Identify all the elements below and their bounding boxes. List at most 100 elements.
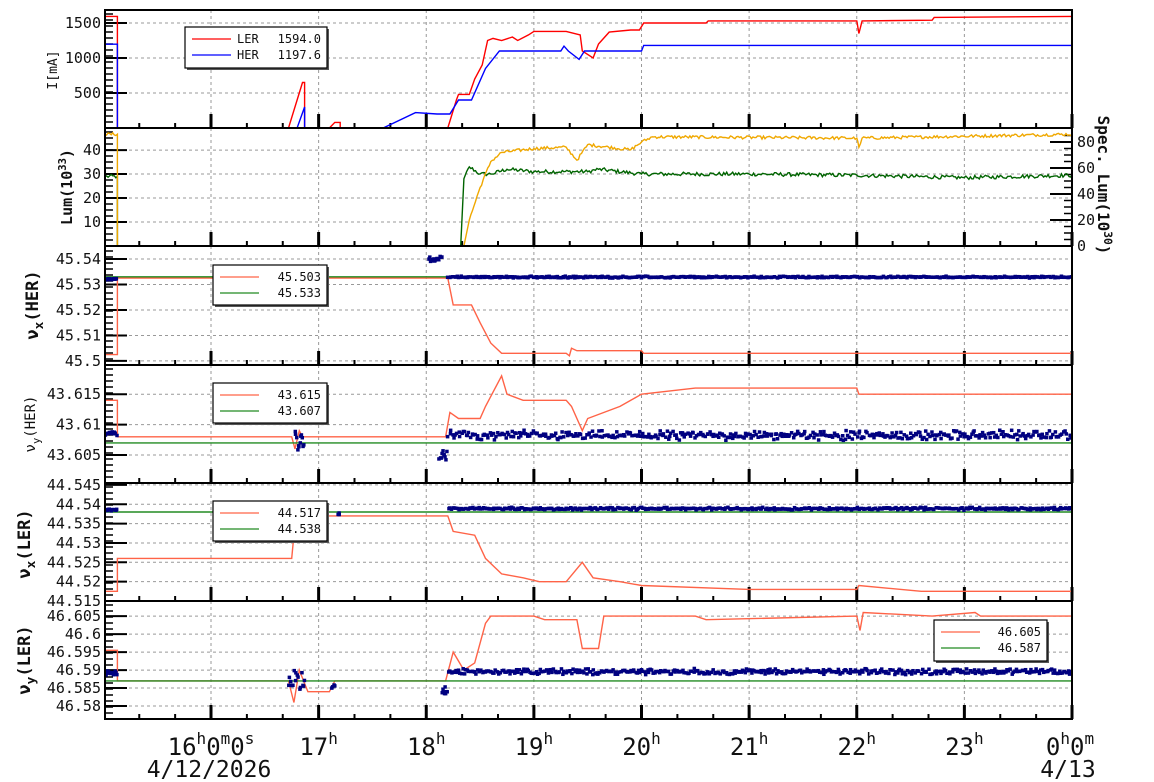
scatter-point (1043, 669, 1048, 674)
scatter-point (815, 433, 819, 437)
scatter-point (818, 430, 823, 434)
scatter-point (509, 434, 513, 439)
scatter-point (330, 685, 335, 689)
scatter-point (819, 433, 823, 437)
scatter-point (472, 507, 477, 511)
scatter-point (506, 432, 511, 437)
scatter-point (1014, 667, 1019, 672)
scatter-point (505, 430, 510, 435)
scatter-point (952, 667, 957, 672)
scatter-point (739, 507, 743, 512)
scatter-point (952, 506, 957, 511)
scatter-point (798, 275, 803, 279)
scatter-point (1010, 672, 1014, 676)
scatter-point (965, 434, 969, 439)
scatter-point (762, 434, 766, 438)
scatter-point (775, 437, 780, 441)
scatter-point (905, 436, 910, 441)
scatter-point (757, 430, 762, 434)
scatter-point (1040, 667, 1045, 672)
scatter-point (780, 434, 784, 439)
scatter-point (927, 275, 931, 279)
y-label-end: (LER) (15, 625, 35, 676)
y-label-subscript: x (32, 321, 47, 329)
scatter-point (607, 276, 612, 280)
scatter-point (440, 255, 444, 259)
scatter-point (878, 433, 883, 438)
scatter-point (630, 275, 635, 280)
scatter-point (114, 670, 118, 675)
scatter-point (105, 671, 109, 675)
scatter-point (443, 691, 448, 696)
scatter-point (970, 432, 974, 436)
scatter-point (674, 275, 679, 279)
scatter-point (454, 506, 458, 510)
scatter-point (905, 668, 910, 673)
scatter-point (110, 431, 114, 436)
scatter-point (444, 458, 448, 462)
scatter-point (942, 275, 947, 280)
scatter-point (503, 506, 507, 510)
scatter-point (541, 432, 546, 436)
scatter-point (475, 437, 479, 441)
x-tick-sup: h (436, 729, 446, 748)
scatter-point (502, 432, 507, 437)
scatter-point (805, 667, 809, 671)
scatter-point (1029, 667, 1033, 672)
panel-frame (104, 600, 1073, 720)
scatter-point (576, 434, 580, 438)
scatter-point (984, 671, 988, 675)
scatter-point (296, 448, 300, 452)
scatter-point (722, 670, 726, 675)
scatter-point (738, 275, 743, 280)
scatter-point (820, 506, 825, 511)
scatter-point (517, 430, 522, 435)
scatter-point (841, 438, 846, 443)
x-tick-label: 0h0m (1046, 729, 1094, 761)
scatter-point (896, 671, 900, 675)
scatter-point (876, 507, 880, 512)
scatter-point (537, 275, 541, 279)
scatter-point (830, 669, 835, 674)
scatter-point (554, 670, 558, 675)
scatter-point (1008, 434, 1013, 439)
scatter-point (1013, 669, 1017, 673)
scatter-point (454, 668, 458, 673)
scatter-point (617, 433, 622, 438)
scatter-point (769, 432, 774, 437)
x-tick-hour: 22 (837, 733, 866, 761)
scatter-point (958, 668, 963, 672)
scatter-point (576, 275, 581, 279)
scatter-point (856, 274, 860, 279)
scatter-point (871, 669, 875, 673)
x-date-label: 4/12/2026 (147, 757, 272, 782)
scatter-point (656, 275, 661, 280)
scatter-point (1022, 434, 1027, 438)
scatter-point (568, 669, 572, 673)
scatter-point (886, 506, 890, 511)
scatter-point (658, 432, 662, 437)
scatter-point (673, 670, 677, 674)
scatter-point (996, 435, 1000, 440)
scatter-point (603, 506, 607, 511)
scatter-point (955, 667, 959, 672)
scatter-point (611, 668, 615, 672)
y-label-main: ν (23, 329, 43, 339)
scatter-point (802, 429, 807, 434)
scatter-point (636, 506, 640, 511)
scatter-point (954, 429, 959, 433)
panel-nux-her: 45.5 45.51 45.52 45.53 45.54 45.503 45.533 νx(H… (23, 245, 1074, 370)
scatter-point (495, 670, 500, 674)
scatter-point (520, 431, 525, 435)
x-tick-sup: h (651, 729, 661, 748)
x-tick-sup: h (974, 729, 984, 748)
scatter-point (543, 669, 547, 673)
scatter-point (296, 675, 300, 679)
scatter-point (804, 276, 809, 280)
y-tick-label: 46.595 (47, 643, 101, 661)
scatter-point (1051, 671, 1055, 675)
scatter-point (573, 506, 578, 510)
scatter-point (797, 431, 801, 436)
scatter-point (707, 672, 712, 676)
